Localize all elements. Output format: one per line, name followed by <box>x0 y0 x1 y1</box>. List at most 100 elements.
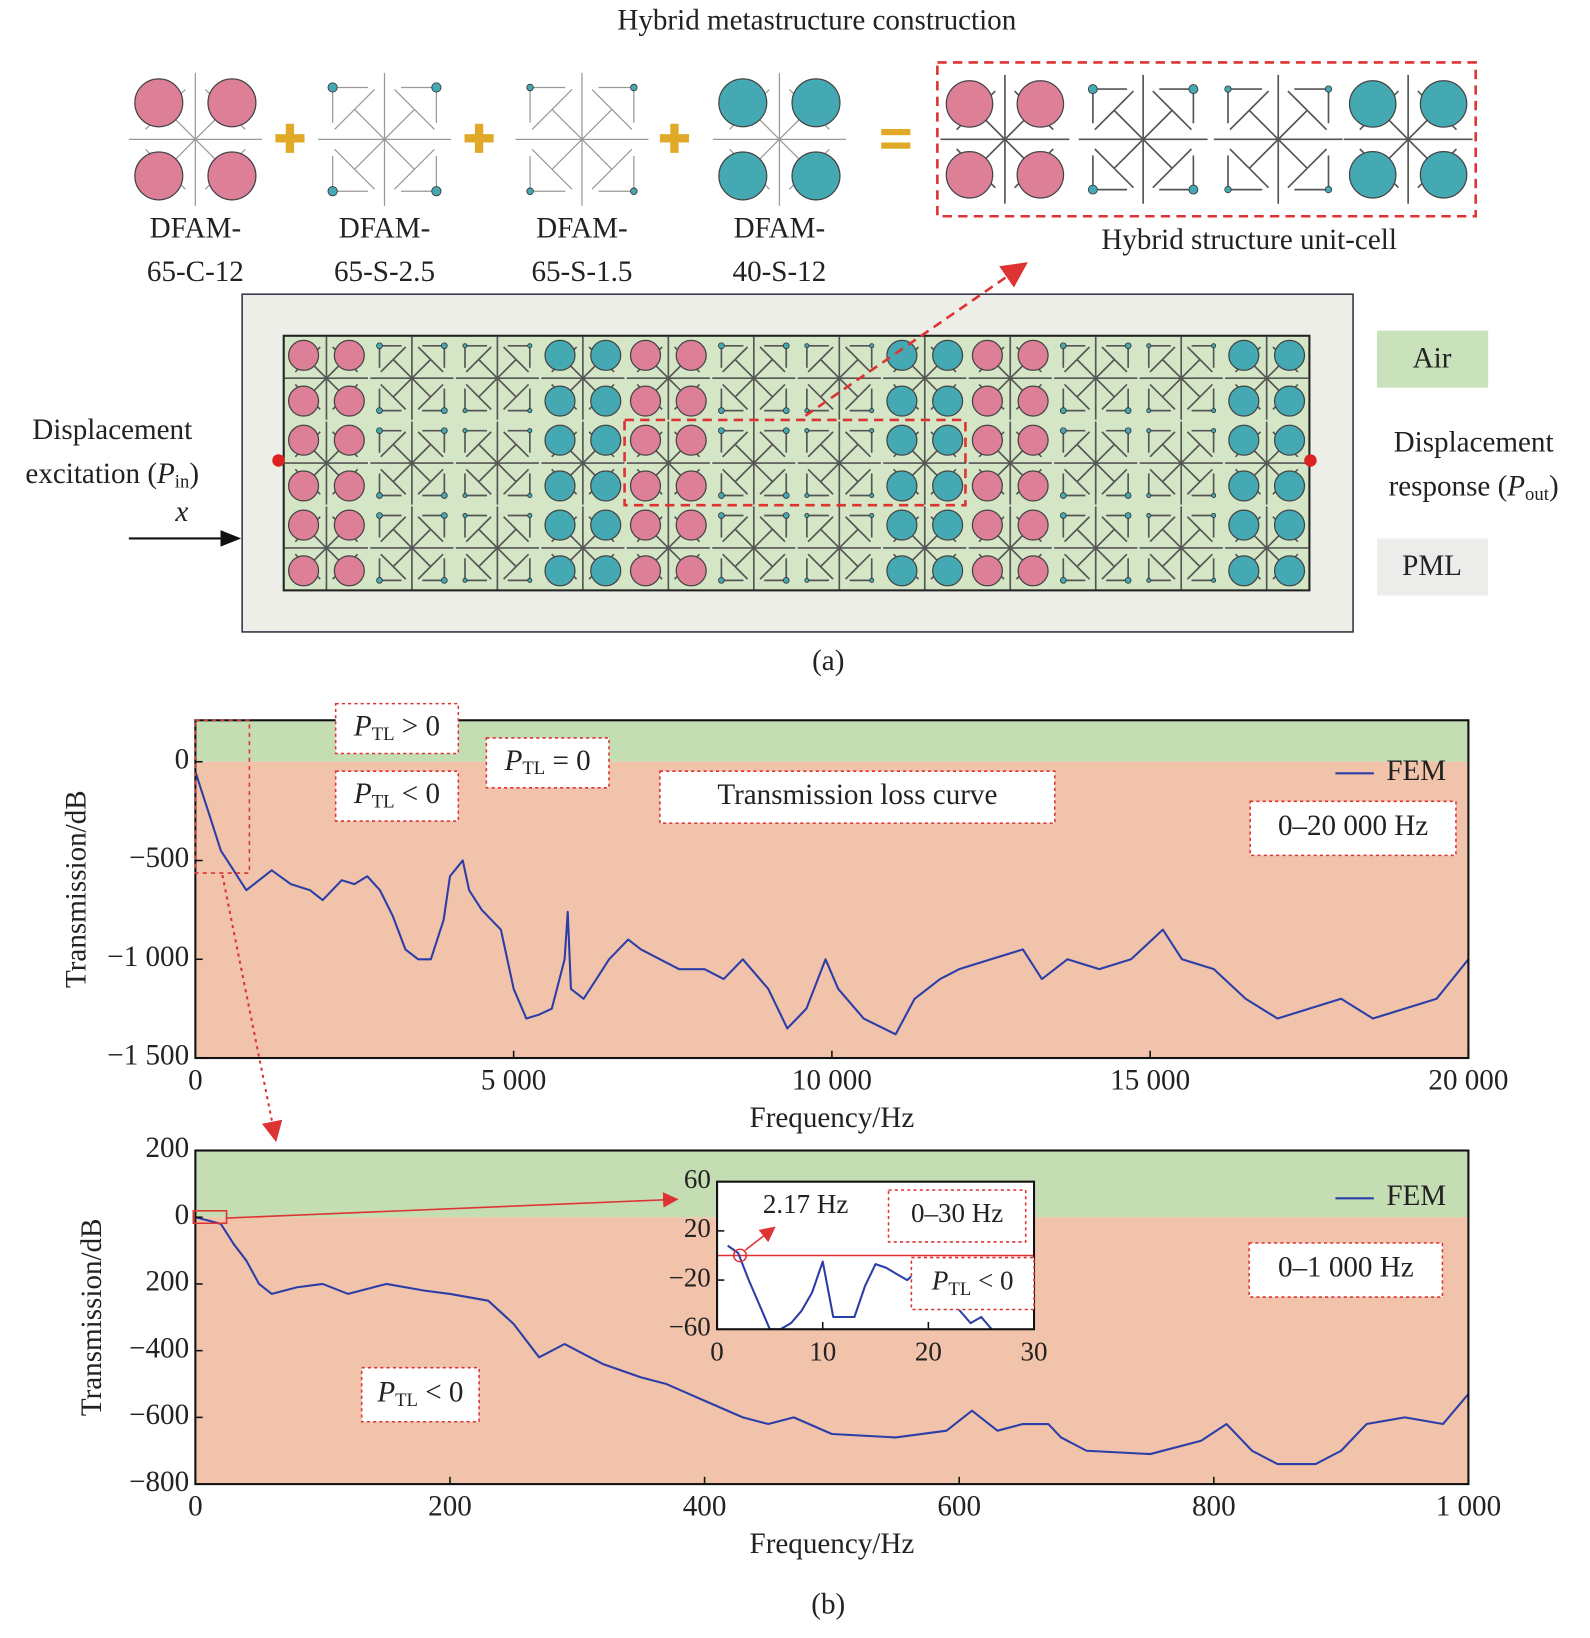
strut <box>417 431 432 445</box>
teal-resonator <box>886 509 918 541</box>
strut <box>759 346 774 361</box>
strut <box>384 138 415 170</box>
pink-resonator <box>333 339 365 371</box>
subscript: TL <box>522 758 545 779</box>
mass-dot <box>441 342 448 350</box>
label-text: response ( <box>1389 470 1508 502</box>
strut <box>820 547 840 568</box>
teal-resonator <box>932 424 964 456</box>
strut <box>417 396 432 410</box>
strut <box>857 528 872 543</box>
teal-resonator <box>1273 555 1306 587</box>
y-tick-label: −800 <box>129 1466 189 1498</box>
pink-resonator <box>134 151 184 201</box>
strut <box>1180 462 1201 483</box>
plot-frame <box>194 1149 1470 1486</box>
mass-dot <box>527 513 533 519</box>
y-tick-label: −500 <box>129 842 189 874</box>
panel-label: (a) <box>812 645 844 677</box>
annotation-box <box>1248 1242 1444 1298</box>
x-tick-label: 10 <box>809 1336 836 1366</box>
x-tick-label: 0 <box>710 1336 723 1366</box>
strut <box>1180 443 1201 464</box>
strut <box>1095 462 1116 483</box>
zoom-region <box>194 719 251 874</box>
strut <box>1094 109 1115 131</box>
strut <box>503 481 517 495</box>
strut <box>1171 109 1193 131</box>
teal-resonator <box>590 555 622 587</box>
input-point <box>272 454 285 467</box>
strut <box>1142 138 1173 169</box>
strut <box>1229 109 1250 131</box>
strut <box>1152 90 1173 111</box>
strut <box>1161 377 1182 398</box>
strut <box>820 346 834 361</box>
annotation-text: 0–20 000 Hz <box>1278 810 1428 842</box>
teal-resonator <box>590 385 622 417</box>
mass-dot <box>1188 84 1199 95</box>
mass-dot <box>1059 512 1067 519</box>
mass-dot <box>441 407 448 414</box>
teal-resonator <box>544 509 576 541</box>
marker-arrow <box>744 1226 776 1251</box>
component-label: DFAM- <box>536 212 628 244</box>
x-tick-label: 10 000 <box>792 1065 872 1097</box>
y-tick-label: −20 <box>669 1262 711 1292</box>
teal-resonator <box>791 78 841 128</box>
mass-dot <box>1224 185 1232 194</box>
mass-dot <box>376 342 383 350</box>
strut <box>734 377 755 398</box>
strut <box>413 108 435 130</box>
strut <box>465 468 480 483</box>
strut <box>1199 528 1213 543</box>
mass-dot <box>804 343 810 349</box>
mass-dot <box>1059 492 1067 499</box>
strut <box>722 383 736 398</box>
strut <box>411 547 432 568</box>
mass-dot <box>782 342 790 350</box>
strut <box>392 528 413 549</box>
axis-symbol: x <box>174 496 188 528</box>
strut <box>465 443 480 458</box>
strut <box>380 383 394 398</box>
strut <box>392 516 407 530</box>
plus-sign <box>285 123 295 153</box>
strut <box>1101 346 1116 361</box>
pink-resonator <box>675 509 707 541</box>
mass-dot <box>804 408 810 414</box>
strut <box>591 168 613 190</box>
symbol: P <box>353 778 372 810</box>
mass-dot <box>1124 577 1132 584</box>
teal-resonator <box>590 339 622 371</box>
air-domain <box>282 334 1311 592</box>
teal-resonator <box>1228 555 1260 587</box>
strut <box>771 468 786 483</box>
teal-resonator <box>932 509 964 541</box>
teal-resonator <box>1348 80 1397 128</box>
strut <box>417 346 432 361</box>
teal-resonator <box>1273 509 1306 541</box>
mass-dot <box>431 82 442 93</box>
strut <box>503 431 517 445</box>
teal-resonator <box>1228 424 1260 456</box>
relation: = 0 <box>545 745 590 777</box>
strut <box>394 89 415 110</box>
strut <box>1161 396 1176 410</box>
strut <box>430 383 444 398</box>
pink-resonator <box>207 78 257 128</box>
strut <box>380 443 394 458</box>
relation: < 0 <box>395 778 440 810</box>
strut <box>857 553 872 568</box>
strut <box>531 148 553 170</box>
strut <box>581 108 613 140</box>
strut <box>734 528 755 549</box>
teal-resonator <box>1228 385 1260 417</box>
x-tick-label: 15 000 <box>1110 1065 1190 1097</box>
y-axis-label: Transmission/dB <box>61 790 93 988</box>
strut <box>1063 358 1078 373</box>
pink-resonator <box>629 385 662 417</box>
annotation-text: 0–1 000 Hz <box>1278 1252 1414 1284</box>
x-tick-label: 5 000 <box>481 1065 546 1097</box>
strut <box>611 108 633 130</box>
